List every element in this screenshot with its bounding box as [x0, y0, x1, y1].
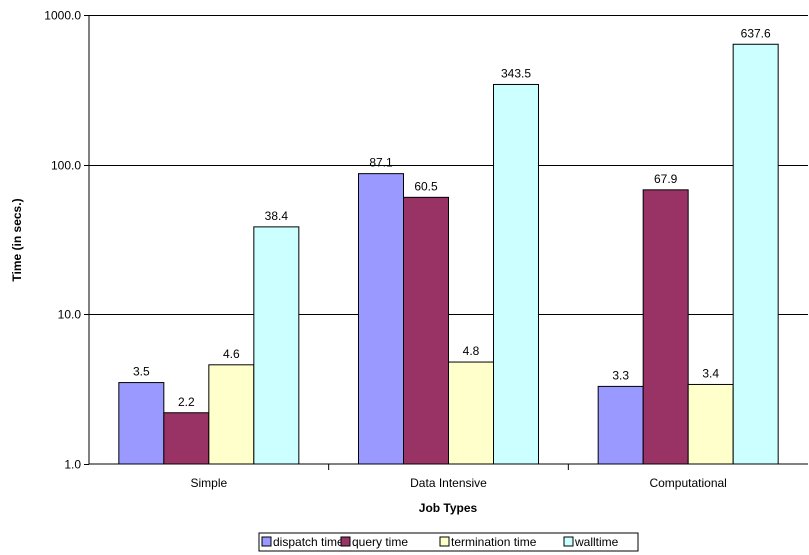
data-label-query-time-simple: 2.2	[178, 395, 195, 409]
legend-swatch-termination-time	[439, 536, 450, 547]
axes	[88, 15, 808, 465]
bar-dispatch-time-simple	[118, 382, 165, 465]
data-label-dispatch-time-data-intensive: 87.1	[369, 156, 393, 170]
legend-label-walltime: walltime	[574, 535, 619, 549]
data-label-walltime-computational: 637.6	[741, 26, 771, 40]
data-label-termination-time-simple: 4.6	[223, 347, 240, 361]
bars	[118, 43, 779, 465]
y-tick-label: 100.0	[51, 159, 81, 173]
data-label-walltime-data-intensive: 343.5	[501, 66, 531, 80]
legend-label-dispatch-time: dispatch time	[273, 535, 344, 549]
x-tick-label: Simple	[190, 476, 227, 490]
legend-label-termination-time: termination time	[451, 535, 537, 549]
bar-termination-time-computational	[687, 383, 734, 465]
data-label-termination-time-computational: 3.4	[702, 366, 719, 380]
bar-query-time-data-intensive	[403, 196, 449, 465]
bar-walltime-data-intensive	[493, 83, 539, 465]
bar-walltime-simple	[253, 226, 300, 465]
data-label-query-time-computational: 67.9	[654, 172, 678, 186]
bar-query-time-simple	[163, 412, 210, 465]
data-label-termination-time-data-intensive: 4.8	[463, 344, 480, 358]
bar-query-time-computational	[642, 189, 689, 465]
legend-swatch-dispatch-time	[261, 536, 272, 547]
x-tick-label: Data Intensive	[410, 476, 487, 490]
bar-dispatch-time-computational	[597, 385, 644, 465]
legend-swatch-query-time	[340, 536, 351, 547]
data-label-dispatch-time-computational: 3.3	[612, 368, 629, 382]
bar-walltime-computational	[732, 43, 779, 465]
y-tick-label: 1.0	[64, 458, 81, 472]
y-tick-label: 1000.0	[44, 9, 81, 23]
y-tick-label: 10.0	[58, 308, 82, 322]
data-labels: 3.5 2.2 4.6 38.4 87.1 60.5 4.8 343.5 3.3 67.9 3.4 6…	[133, 26, 771, 408]
legend: dispatch time query time termination time w…	[258, 532, 639, 552]
x-tick-label: Computational	[649, 476, 726, 490]
bar-termination-time-simple	[208, 364, 255, 465]
data-label-dispatch-time-simple: 3.5	[133, 365, 150, 379]
legend-swatch-walltime	[563, 536, 574, 547]
data-label-walltime-simple: 38.4	[265, 209, 289, 223]
legend-label-query-time: query time	[352, 535, 408, 549]
bar-termination-time-data-intensive	[448, 361, 494, 465]
data-label-query-time-data-intensive: 60.5	[414, 179, 438, 193]
y-axis-title: Time (in secs.)	[10, 198, 24, 281]
y-tick-labels: 1.0 10.0 100.0 1000.0	[44, 9, 81, 472]
bar-dispatch-time-data-intensive	[358, 173, 404, 465]
x-tick-labels: Simple Data Intensive Computational	[190, 464, 727, 490]
x-axis-title: Job Types	[419, 501, 478, 515]
